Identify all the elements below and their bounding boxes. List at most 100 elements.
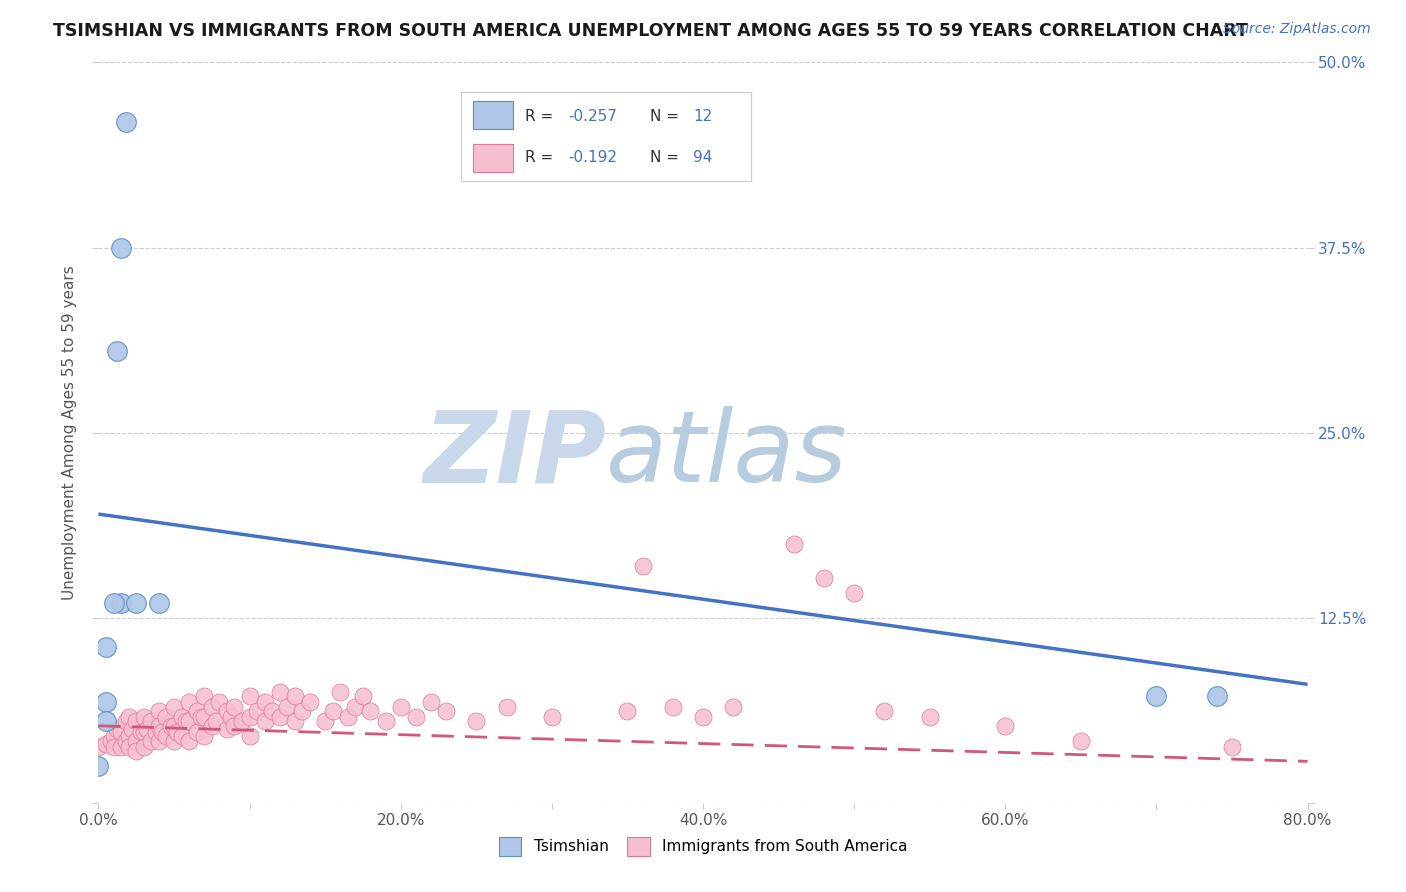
Point: [114, 114, 136, 128]
Point: [94, 695, 117, 709]
Point: [352, 689, 374, 703]
Point: [813, 571, 835, 585]
Point: [215, 704, 238, 718]
Point: [148, 719, 170, 733]
Point: [170, 710, 193, 724]
Point: [374, 714, 396, 729]
Text: TSIMSHIAN VS IMMIGRANTS FROM SOUTH AMERICA UNEMPLOYMENT AMONG AGES 55 TO 59 YEAR: TSIMSHIAN VS IMMIGRANTS FROM SOUTH AMERI…: [53, 22, 1249, 40]
Point: [631, 558, 654, 573]
Point: [193, 710, 215, 724]
Point: [160, 719, 183, 733]
Point: [132, 710, 155, 724]
Point: [253, 695, 276, 709]
Point: [224, 719, 246, 733]
Point: [118, 729, 141, 743]
Point: [132, 724, 155, 739]
Point: [186, 724, 208, 739]
Point: [141, 714, 163, 729]
Point: [360, 704, 382, 718]
Point: [110, 739, 132, 754]
Point: [155, 729, 177, 743]
Point: [125, 714, 148, 729]
Point: [125, 744, 148, 758]
Point: [783, 536, 806, 550]
Point: [221, 710, 243, 724]
Point: [239, 710, 262, 724]
Point: [465, 714, 488, 729]
Point: [105, 722, 128, 736]
Text: ZIP: ZIP: [423, 407, 606, 503]
Point: [110, 596, 132, 610]
Point: [125, 596, 148, 610]
Point: [205, 714, 228, 729]
Point: [1220, 739, 1243, 754]
Point: [253, 714, 276, 729]
Point: [299, 695, 322, 709]
Point: [103, 729, 125, 743]
Point: [208, 695, 231, 709]
Point: [190, 710, 212, 724]
Point: [322, 704, 344, 718]
Point: [141, 733, 163, 747]
Point: [314, 714, 336, 729]
Point: [616, 704, 638, 718]
Point: [1206, 689, 1229, 703]
Point: [873, 704, 896, 718]
Point: [231, 714, 253, 729]
Point: [114, 714, 136, 729]
Point: [110, 724, 132, 739]
Point: [193, 689, 215, 703]
Point: [150, 724, 173, 739]
Point: [540, 710, 562, 724]
Point: [132, 739, 155, 754]
Point: [179, 714, 201, 729]
Point: [405, 710, 427, 724]
Point: [163, 699, 186, 714]
Point: [201, 719, 224, 733]
Point: [103, 739, 125, 754]
Point: [118, 739, 141, 754]
Point: [129, 724, 152, 739]
Text: Source: ZipAtlas.com: Source: ZipAtlas.com: [1223, 22, 1371, 37]
Text: atlas: atlas: [606, 407, 848, 503]
Legend: Tsimshian, Immigrants from South America: Tsimshian, Immigrants from South America: [492, 831, 914, 862]
Point: [215, 722, 238, 736]
Point: [434, 704, 457, 718]
Point: [174, 714, 197, 729]
Point: [114, 733, 136, 747]
Point: [145, 724, 167, 739]
Point: [87, 758, 110, 772]
Point: [163, 733, 186, 747]
Point: [269, 710, 291, 724]
Point: [1144, 689, 1167, 703]
Point: [224, 699, 246, 714]
Point: [284, 714, 307, 729]
Point: [186, 704, 208, 718]
Point: [495, 699, 517, 714]
Point: [661, 699, 683, 714]
Point: [246, 704, 269, 718]
Point: [163, 719, 186, 733]
Point: [103, 596, 125, 610]
Y-axis label: Unemployment Among Ages 55 to 59 years: Unemployment Among Ages 55 to 59 years: [62, 265, 77, 600]
Point: [94, 640, 117, 655]
Point: [692, 710, 714, 724]
Point: [723, 699, 745, 714]
Point: [125, 733, 148, 747]
Point: [148, 704, 170, 718]
Point: [110, 240, 132, 255]
Point: [105, 344, 128, 359]
Point: [94, 714, 117, 729]
Point: [420, 695, 443, 709]
Point: [269, 685, 291, 699]
Point: [148, 733, 170, 747]
Point: [336, 710, 359, 724]
Point: [284, 689, 307, 703]
Point: [994, 719, 1017, 733]
Point: [844, 585, 866, 599]
Point: [918, 710, 941, 724]
Point: [262, 704, 284, 718]
Point: [239, 729, 262, 743]
Point: [121, 722, 143, 736]
Point: [389, 699, 412, 714]
